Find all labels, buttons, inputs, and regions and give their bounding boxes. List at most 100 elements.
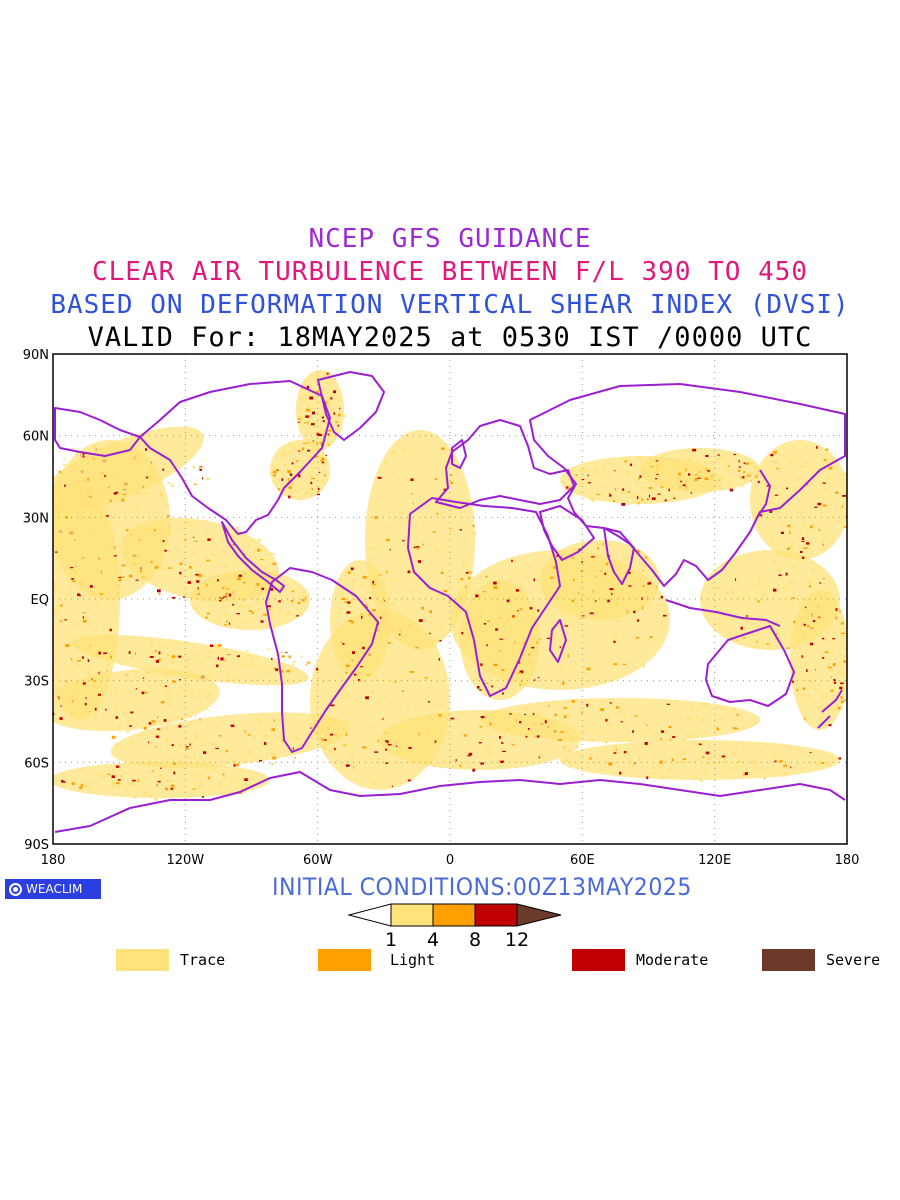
turbulence-speck — [311, 411, 315, 415]
turbulence-speck — [496, 599, 500, 602]
turbulence-speck — [778, 574, 782, 577]
turbulence-speck — [271, 553, 276, 555]
turbulence-speck — [733, 711, 735, 713]
turbulence-speck — [536, 630, 541, 633]
turbulence-speck — [148, 477, 152, 481]
turbulence-speck — [408, 730, 412, 733]
longitude-label: 120E — [698, 853, 731, 868]
turbulence-speck — [293, 496, 297, 498]
turbulence-speck — [519, 608, 523, 611]
turbulence-speck — [820, 691, 822, 695]
turbulence-speck — [837, 521, 840, 523]
turbulence-speck — [601, 478, 603, 480]
turbulence-speck — [773, 754, 777, 757]
turbulence-speck — [475, 594, 479, 598]
turbulence-speck — [841, 622, 844, 625]
turbulence-speck — [800, 665, 802, 668]
turbulence-speck — [154, 798, 158, 801]
turbulence-speck — [737, 760, 742, 763]
turbulence-speck — [321, 667, 324, 669]
turbulence-speck — [107, 486, 110, 489]
turbulence-speck — [338, 622, 340, 624]
turbulence-speck — [210, 749, 213, 752]
turbulence-speck — [111, 775, 115, 778]
turbulence-speck — [244, 783, 248, 786]
turbulence-speck — [741, 628, 746, 630]
turbulence-speck — [621, 492, 625, 495]
turbulence-speck — [835, 608, 838, 611]
turbulence-speck — [244, 553, 246, 555]
turbulence-speck — [117, 552, 119, 554]
turbulence-speck — [235, 763, 239, 767]
turbulence-speck — [423, 470, 425, 473]
turbulence-speck — [620, 721, 624, 723]
turbulence-speck — [330, 704, 335, 707]
turbulence-speck — [199, 756, 202, 760]
turbulence-speck — [491, 670, 495, 672]
turbulence-speck — [345, 719, 348, 723]
turbulence-speck — [128, 574, 133, 578]
turbulence-speck — [129, 725, 133, 727]
turbulence-speck — [756, 645, 760, 648]
turbulence-speck — [666, 703, 670, 705]
turbulence-speck — [116, 786, 120, 789]
turbulence-speck — [639, 460, 643, 463]
turbulence-speck — [656, 473, 659, 476]
turbulence-speck — [499, 736, 501, 739]
turbulence-speck — [288, 495, 291, 499]
turbulence-speck — [244, 778, 248, 781]
turbulence-speck — [334, 747, 336, 751]
turbulence-speck — [167, 689, 172, 692]
turbulence-speck — [655, 460, 659, 462]
turbulence-speck — [562, 745, 566, 747]
turbulence-speck — [470, 618, 473, 620]
turbulence-speck — [120, 576, 125, 578]
turbulence-speck — [524, 649, 526, 651]
turbulence-speck — [480, 762, 484, 765]
turbulence-speck — [602, 543, 604, 545]
turbulence-speck — [671, 485, 674, 489]
turbulence-speck — [192, 692, 194, 695]
turbulence-speck — [350, 644, 354, 648]
turbulence-speck — [345, 694, 348, 698]
turbulence-speck — [813, 628, 816, 630]
turbulence-speck — [130, 777, 133, 779]
turbulence-speck — [296, 615, 299, 617]
turbulence-speck — [459, 764, 461, 768]
turbulence-speck — [302, 595, 306, 599]
turbulence-speck — [349, 600, 352, 603]
turbulence-speck — [429, 531, 433, 533]
turbulence-speck — [283, 449, 287, 452]
turbulence-speck — [166, 452, 169, 454]
turbulence-speck — [632, 730, 634, 733]
turbulence-speck — [133, 796, 137, 799]
colorbar-tick: 8 — [469, 929, 481, 951]
turbulence-speck — [172, 597, 176, 599]
turbulence-speck — [317, 490, 320, 492]
turbulence-speck — [367, 556, 369, 558]
turbulence-speck — [223, 606, 225, 608]
turbulence-speck — [202, 776, 204, 779]
turbulence-speck — [477, 686, 480, 689]
turbulence-speck — [339, 407, 341, 410]
turbulence-speck — [249, 658, 254, 660]
turbulence-speck — [298, 474, 301, 478]
turbulence-speck — [733, 453, 737, 456]
turbulence-speck — [383, 460, 388, 464]
turbulence-speck — [793, 565, 797, 568]
turbulence-speck — [678, 477, 682, 481]
turbulence-speck — [385, 742, 387, 745]
turbulence-speck — [118, 576, 122, 578]
turbulence-speck — [105, 515, 109, 517]
turbulence-speck — [646, 776, 649, 780]
turbulence-speck — [479, 689, 482, 691]
turbulence-speck — [627, 489, 629, 492]
turbulence-speck — [709, 462, 714, 464]
turbulence-speck — [643, 721, 645, 724]
turbulence-speck — [833, 708, 837, 711]
turbulence-speck — [484, 588, 489, 591]
turbulence-speck — [252, 663, 257, 666]
turbulence-speck — [823, 538, 827, 540]
turbulence-speck — [342, 624, 347, 627]
turbulence-speck — [271, 657, 273, 660]
